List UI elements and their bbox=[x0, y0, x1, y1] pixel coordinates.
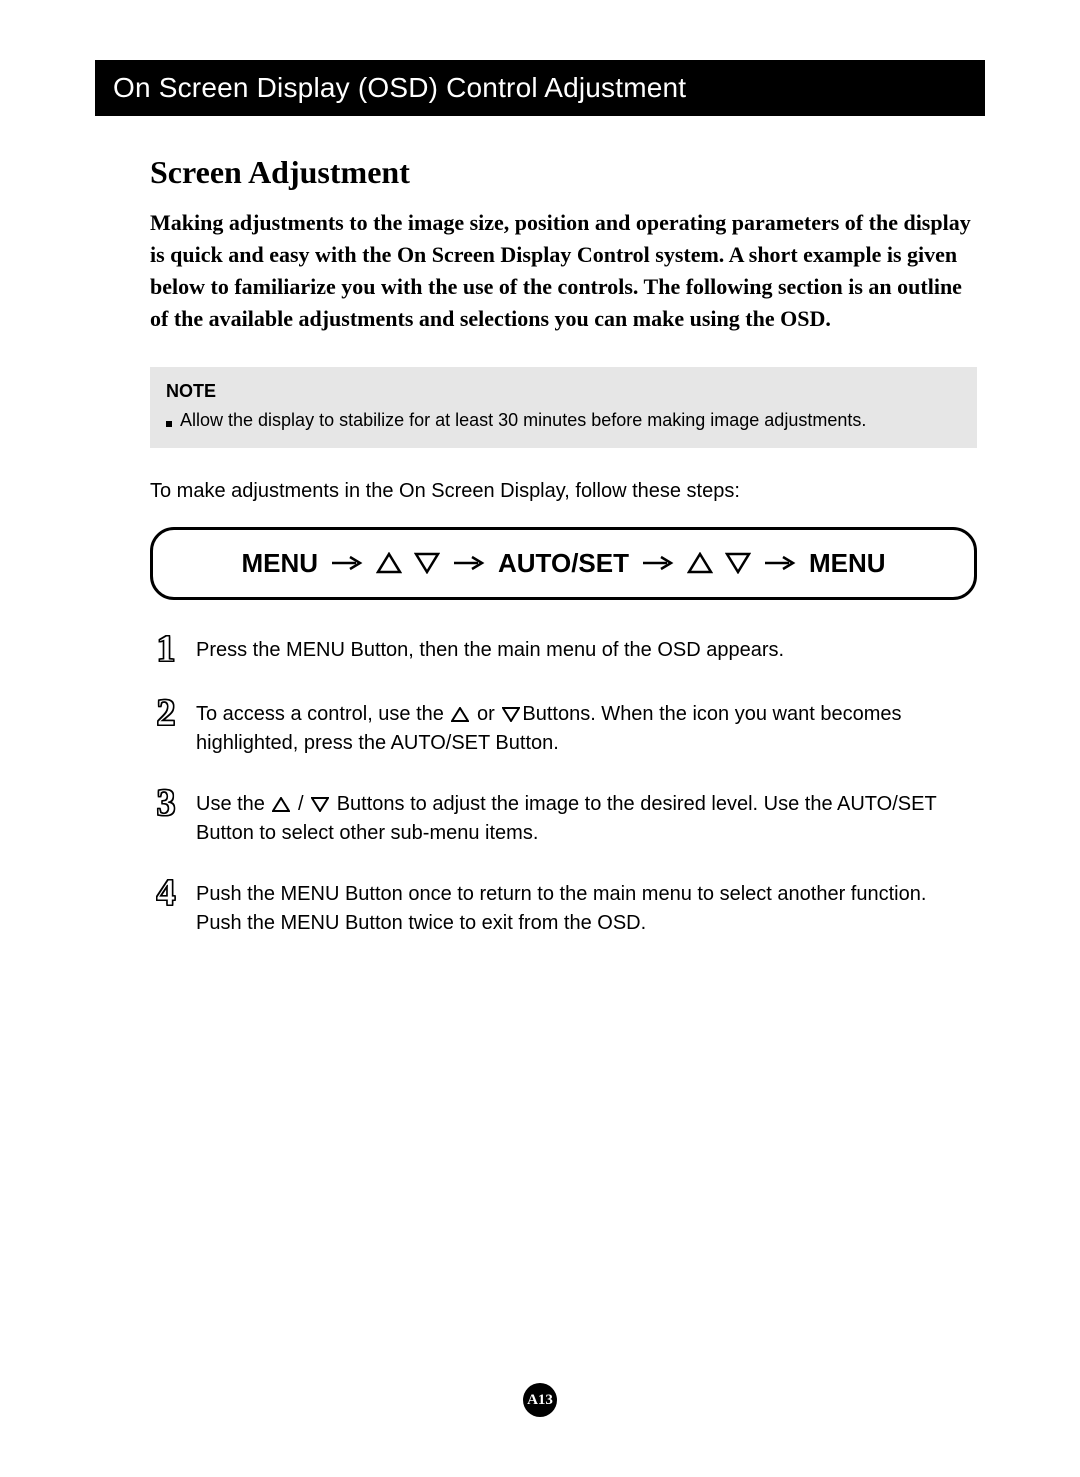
note-item-text: Allow the display to stabilize for at le… bbox=[180, 408, 866, 432]
triangle-up-icon bbox=[272, 797, 290, 812]
step-text: Push the MENU Button once to return to t… bbox=[196, 874, 977, 938]
bullet-icon bbox=[166, 421, 172, 427]
triangle-up-icon bbox=[687, 552, 713, 574]
page-number: A13 bbox=[527, 1392, 553, 1409]
steps-list: 1 Press the MENU Button, then the main m… bbox=[150, 630, 977, 938]
lead-text: To make adjustments in the On Screen Dis… bbox=[150, 480, 977, 503]
triangle-down-icon bbox=[502, 707, 520, 722]
intro-paragraph: Making adjustments to the image size, po… bbox=[150, 207, 977, 335]
note-title: NOTE bbox=[166, 381, 961, 402]
header-bar: On Screen Display (OSD) Control Adjustme… bbox=[95, 60, 985, 116]
arrow-right-icon bbox=[641, 555, 675, 571]
step-3: 3 Use the / Buttons to adjust the image … bbox=[150, 784, 977, 848]
arrow-right-icon bbox=[330, 555, 364, 571]
flow-menu-1: MENU bbox=[241, 548, 318, 579]
step-4: 4 Push the MENU Button once to return to… bbox=[150, 874, 977, 938]
flow-sequence: MENU AUTO/SET MENU bbox=[150, 527, 977, 600]
header-title: On Screen Display (OSD) Control Adjustme… bbox=[113, 72, 686, 103]
step-number: 2 bbox=[150, 694, 182, 758]
step-text: Use the / Buttons to adjust the image to… bbox=[196, 784, 977, 848]
step-1: 1 Press the MENU Button, then the main m… bbox=[150, 630, 977, 668]
triangle-down-icon bbox=[414, 552, 440, 574]
triangle-down-icon bbox=[311, 797, 329, 812]
triangle-down-icon bbox=[725, 552, 751, 574]
triangle-up-icon bbox=[451, 707, 469, 722]
flow-menu-2: MENU bbox=[809, 548, 886, 579]
arrow-right-icon bbox=[452, 555, 486, 571]
step-text: Press the MENU Button, then the main men… bbox=[196, 630, 784, 668]
note-item: Allow the display to stabilize for at le… bbox=[166, 408, 961, 432]
note-box: NOTE Allow the display to stabilize for … bbox=[150, 367, 977, 448]
section-heading: Screen Adjustment bbox=[150, 154, 985, 191]
triangle-up-icon bbox=[376, 552, 402, 574]
page-number-badge: A13 bbox=[523, 1383, 557, 1417]
flow-autoset: AUTO/SET bbox=[498, 548, 629, 579]
step-number: 4 bbox=[150, 874, 182, 938]
arrow-right-icon bbox=[763, 555, 797, 571]
step-text: To access a control, use the or Buttons.… bbox=[196, 694, 977, 758]
step-2: 2 To access a control, use the or Button… bbox=[150, 694, 977, 758]
step-number: 3 bbox=[150, 784, 182, 848]
step-number: 1 bbox=[150, 630, 182, 668]
